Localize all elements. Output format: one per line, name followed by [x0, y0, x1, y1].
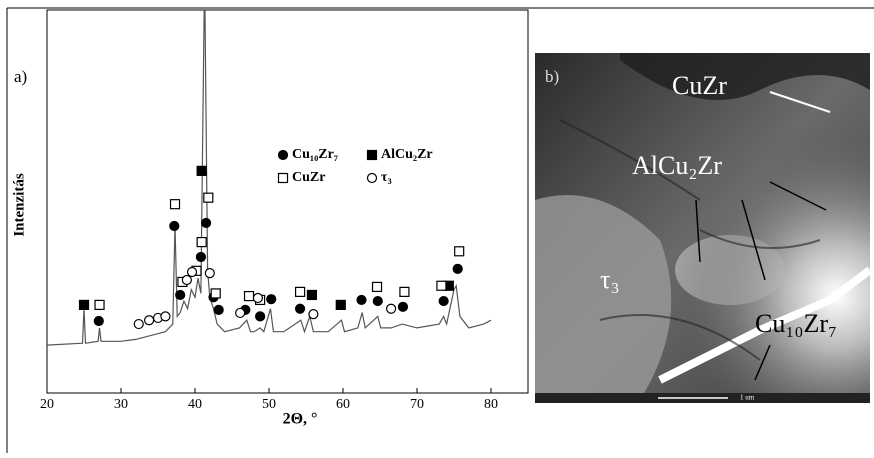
plot: 20 30 40 50 60 70 80: [40, 10, 498, 412]
marker: [399, 286, 410, 297]
phase-label: AlCu₂Zr: [632, 151, 722, 180]
marker: [386, 303, 397, 314]
legend-label: τ₃: [381, 170, 392, 185]
plot-frame: [46, 9, 529, 394]
marker: [335, 299, 346, 311]
marker: [175, 289, 186, 301]
pattern: [47, 10, 492, 346]
marker: [366, 149, 378, 161]
x-tick-label: 60: [336, 397, 350, 412]
marker: [213, 304, 224, 315]
x-tick-label: 30: [114, 397, 128, 412]
marker: [366, 172, 378, 184]
marker: [201, 217, 212, 229]
marker: [94, 299, 105, 311]
marker: [255, 311, 266, 322]
x-tick-label: 20: [40, 397, 54, 412]
marker: [438, 295, 449, 307]
phase-label: τ₃: [600, 265, 620, 294]
marker: [294, 286, 306, 297]
marker: [436, 280, 447, 291]
marker: [181, 274, 192, 286]
marker: [452, 263, 463, 275]
legend-label: AlCu₂Zr: [381, 147, 433, 162]
legend-label: Cu₁₀Zr₇: [292, 147, 338, 162]
marker: [356, 294, 367, 306]
marker: [169, 199, 181, 210]
marker: [306, 289, 318, 301]
marker: [371, 281, 383, 293]
y-axis-label: Intenzitás: [11, 173, 27, 236]
legend-label: CuZr: [292, 170, 325, 185]
marker: [144, 315, 155, 326]
marker: [243, 291, 255, 302]
phase-label: CuZr: [672, 71, 727, 100]
marker: [372, 295, 383, 307]
marker: [210, 288, 221, 299]
marker: [196, 236, 207, 248]
scale-bar-label: 1 um: [740, 394, 755, 402]
marker: [195, 251, 207, 263]
marker: [252, 292, 263, 304]
x-tick-label: 70: [410, 397, 424, 412]
phase-label: Cu₁₀Zr₇: [755, 309, 837, 338]
legend: Cu₁₀Zr₇ AlCu₂Zr CuZr τ₃: [277, 147, 433, 185]
marker: [169, 220, 180, 232]
marker: [308, 309, 319, 320]
marker: [203, 192, 214, 203]
marker: [454, 246, 465, 257]
marker: [266, 294, 277, 305]
marker: [196, 165, 207, 176]
xrd-pattern: [47, 10, 492, 346]
panel-label: b): [545, 67, 559, 86]
marker: [186, 266, 198, 278]
x-tick-label: 50: [262, 397, 276, 412]
marker: [133, 318, 144, 330]
x-tick-label: 40: [188, 397, 202, 412]
marker: [160, 311, 171, 322]
marker: [235, 307, 246, 319]
marker: [78, 299, 90, 311]
marker: [294, 303, 306, 314]
marker: [397, 301, 409, 312]
marker: [277, 172, 289, 184]
x-tick-label: 80: [484, 397, 498, 412]
panel-label: a): [14, 67, 27, 86]
x-axis-label: 2Θ, °: [283, 411, 318, 428]
marker: [204, 268, 215, 279]
tem-image: 1 um b) CuZr AlCu₂Zr τ₃ Cu₁₀Zr₇: [535, 53, 873, 403]
marker: [93, 315, 104, 327]
marker: [277, 149, 289, 161]
